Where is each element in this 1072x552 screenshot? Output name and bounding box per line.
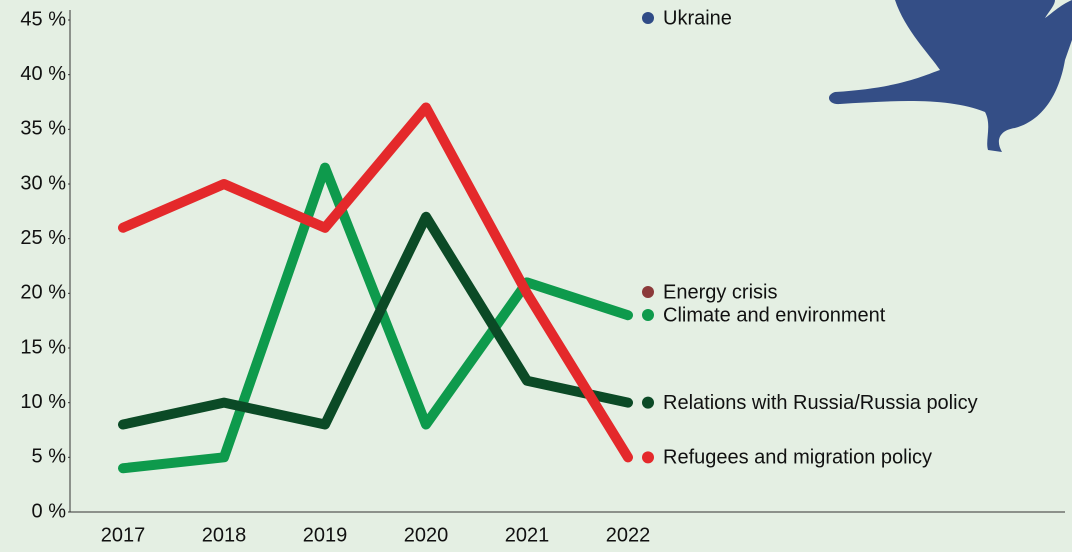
bird-decoration (829, 0, 1072, 152)
x-tick-label: 2018 (202, 524, 247, 546)
series-line (123, 217, 628, 425)
y-tick-label: 30 % (20, 172, 66, 194)
x-tick-label: 2021 (505, 524, 550, 546)
y-tick-label: 40 % (20, 63, 66, 85)
legend-marker (642, 12, 654, 24)
y-tick-label: 10 % (20, 391, 66, 413)
y-tick-label: 35 % (20, 118, 66, 140)
chart: 0 % 5 % 10 % 15 % 20 % 25 % 30 % 35 % 40 % 45 % 20… (0, 0, 1072, 552)
legend-label: Ukraine (663, 7, 732, 29)
y-tick-label: 0 % (32, 500, 67, 522)
legend-marker (642, 309, 654, 321)
y-tick-label: 20 % (20, 282, 66, 304)
legend-marker (642, 397, 654, 409)
legend-label: Relations with Russia/Russia policy (663, 392, 978, 414)
legend-label: Refugees and migration policy (663, 447, 932, 469)
legend-label: Climate and environment (663, 304, 886, 326)
x-tick-label: 2020 (404, 524, 449, 546)
legend-marker (642, 286, 654, 298)
x-tick-label: 2017 (101, 524, 146, 546)
legend-label: Energy crisis (663, 281, 777, 303)
x-tick-label: 2022 (606, 524, 651, 546)
y-tick-label: 5 % (32, 446, 67, 468)
legend-marker (642, 451, 654, 463)
y-tick-label: 45 % (20, 8, 66, 30)
y-tick-label: 15 % (20, 336, 66, 358)
y-tick-label: 25 % (20, 227, 66, 249)
x-tick-label: 2019 (303, 524, 348, 546)
